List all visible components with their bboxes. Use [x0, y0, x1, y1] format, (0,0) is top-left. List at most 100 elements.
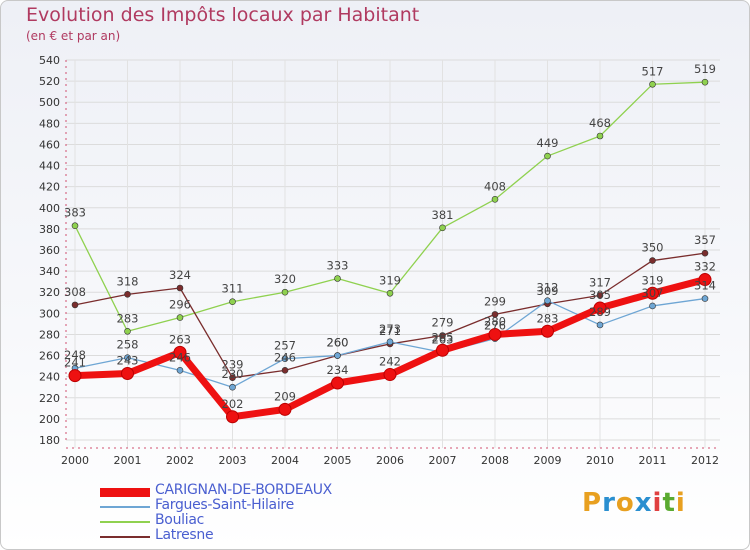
- legend-label: Fargues-Saint-Hilaire: [155, 497, 294, 513]
- data-label: 307: [642, 286, 664, 300]
- x-tick-label: 2010: [586, 454, 614, 467]
- data-label: 449: [537, 136, 559, 150]
- data-point: [124, 354, 131, 361]
- data-point: [646, 286, 659, 300]
- data-point: [121, 367, 134, 380]
- logo-letter: r: [602, 488, 616, 518]
- data-label: 283: [537, 311, 559, 325]
- legend-label: Bouliac: [155, 512, 204, 528]
- logo-letter: i: [675, 488, 686, 518]
- x-tick-label: 2006: [376, 454, 404, 467]
- data-point: [544, 297, 551, 304]
- y-tick-label: 180: [39, 434, 60, 447]
- data-point: [701, 295, 709, 302]
- data-point: [68, 369, 82, 383]
- y-tick-label: 260: [39, 350, 60, 363]
- data-point: [593, 301, 607, 315]
- logo-letter: o: [615, 488, 635, 518]
- legend-label: CARIGNAN-DE-BORDEAUX: [155, 482, 332, 498]
- data-label: 243: [117, 354, 139, 368]
- data-label: 320: [274, 272, 296, 286]
- data-label: 350: [642, 241, 664, 255]
- x-tick-label: 2011: [639, 454, 667, 467]
- chart-title: Evolution des Impôts locaux par Habitant: [26, 4, 420, 26]
- data-label: 239: [222, 358, 244, 372]
- data-label: 324: [169, 268, 191, 282]
- data-point: [596, 132, 604, 140]
- data-label: 517: [642, 64, 664, 78]
- data-point: [176, 367, 184, 374]
- data-label: 276: [484, 319, 506, 333]
- data-point: [71, 301, 79, 309]
- data-label: 209: [274, 389, 296, 403]
- x-tick-label: 2012: [691, 454, 719, 467]
- x-tick-label: 2000: [61, 454, 89, 467]
- data-label: 263: [169, 332, 191, 346]
- data-point: [176, 314, 184, 321]
- data-point: [226, 410, 239, 424]
- proxiti-logo: Proxiti: [582, 488, 686, 518]
- y-tick-label: 220: [39, 392, 60, 405]
- logo-letter: x: [634, 488, 653, 518]
- data-label: 260: [327, 336, 349, 350]
- data-label: 230: [222, 367, 244, 381]
- data-label: 312: [537, 281, 559, 295]
- data-point: [488, 327, 502, 341]
- y-tick-label: 520: [39, 75, 60, 88]
- legend-swatch: [100, 536, 150, 538]
- grid-lines: [66, 59, 720, 448]
- data-label: 296: [169, 298, 191, 312]
- data-label: 299: [484, 294, 506, 308]
- data-label: 246: [169, 350, 191, 364]
- data-label: 311: [222, 282, 244, 296]
- data-point: [334, 275, 341, 282]
- x-tick-label: 2002: [166, 454, 194, 467]
- data-point: [596, 292, 604, 299]
- data-label: 319: [379, 273, 401, 287]
- data-point: [334, 352, 341, 359]
- data-point: [331, 376, 344, 390]
- data-label: 317: [589, 275, 611, 289]
- y-tick-label: 460: [39, 138, 60, 151]
- y-tick-label: 320: [39, 286, 60, 299]
- data-label: 202: [222, 397, 244, 411]
- data-point: [649, 302, 656, 310]
- data-label: 234: [327, 363, 349, 377]
- logo-letter: i: [652, 488, 663, 518]
- y-tick-label: 380: [39, 223, 60, 236]
- y-tick-label: 200: [39, 413, 60, 426]
- data-label: 283: [117, 311, 139, 325]
- data-label: 309: [537, 284, 559, 298]
- data-label: 260: [327, 336, 349, 350]
- data-label: 279: [432, 316, 454, 330]
- data-point: [386, 338, 394, 346]
- axes: [65, 60, 720, 449]
- data-label: 271: [379, 324, 401, 338]
- y-tick-label: 500: [39, 96, 60, 109]
- data-label: 381: [432, 208, 454, 222]
- data-label: 258: [117, 338, 139, 352]
- data-label: 318: [117, 274, 139, 288]
- data-point: [229, 374, 236, 382]
- data-label: 265: [432, 330, 454, 344]
- data-point: [491, 196, 499, 203]
- data-label: 273: [379, 322, 401, 336]
- data-point: [701, 78, 709, 86]
- data-point: [124, 327, 131, 335]
- y-tick-label: 240: [39, 371, 60, 384]
- data-point: [439, 332, 446, 339]
- data-label: 280: [484, 314, 506, 328]
- data-point: [229, 298, 236, 306]
- data-point: [649, 80, 656, 88]
- data-label: 248: [64, 348, 86, 362]
- logo-letter: t: [662, 488, 676, 518]
- x-tick-label: 2009: [534, 454, 562, 467]
- data-label: 308: [64, 285, 86, 299]
- data-label: 333: [327, 259, 349, 273]
- x-tick-label: 2008: [481, 454, 509, 467]
- data-label: 314: [694, 279, 716, 293]
- y-tick-label: 340: [39, 265, 60, 278]
- y-tick-label: 480: [39, 117, 60, 130]
- data-point: [701, 249, 709, 257]
